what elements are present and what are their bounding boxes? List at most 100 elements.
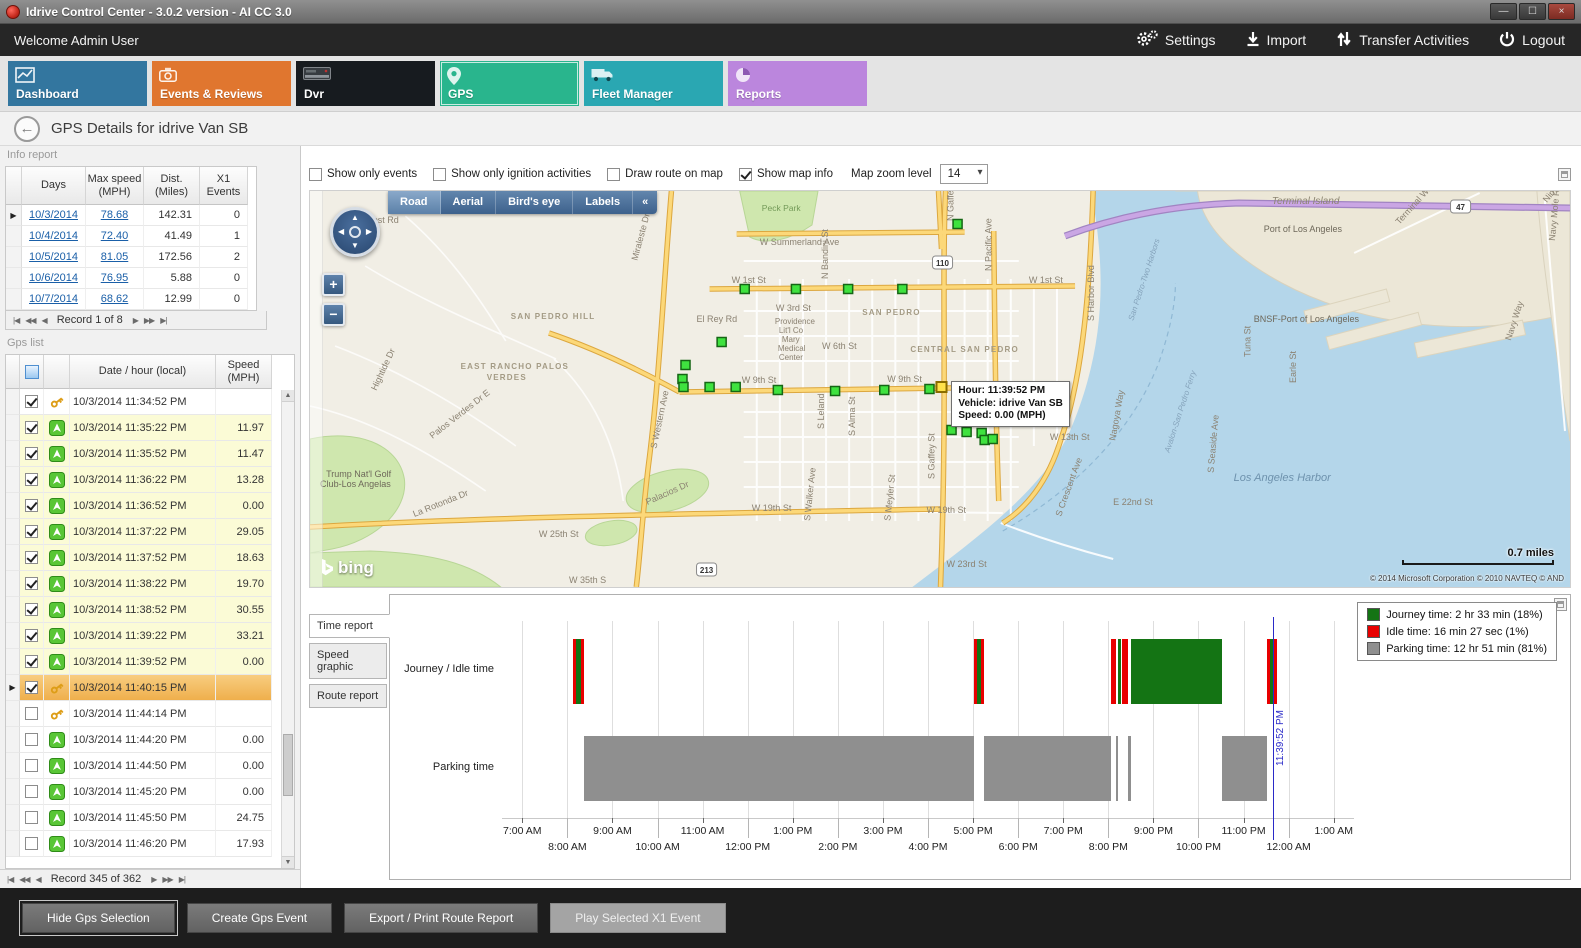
row-checkbox[interactable] — [25, 707, 38, 720]
pager-prev-group-icon[interactable]: ◀◀ — [25, 315, 36, 325]
row-checkbox[interactable] — [25, 837, 38, 850]
map-canvas[interactable]: Crest Rd Peck Park W Summerland Ave Mirales… — [309, 190, 1571, 588]
pager-next-group-icon[interactable]: ▶▶ — [162, 874, 173, 884]
gps-list-row[interactable]: 10/3/2014 11:39:52 PM 0.00 — [6, 649, 294, 675]
info-report-row[interactable]: 10/4/2014 72.40 41.49 1 — [6, 226, 256, 247]
info-report-row[interactable]: 10/7/2014 68.62 12.99 0 — [6, 289, 256, 310]
row-checkbox[interactable] — [25, 499, 38, 512]
gps-list-row[interactable]: 10/3/2014 11:38:22 PM 19.70 — [6, 571, 294, 597]
gps-list-row[interactable]: 10/3/2014 11:45:50 PM 24.75 — [6, 805, 294, 831]
max-speed-link[interactable]: 81.05 — [100, 251, 129, 263]
gps-marker[interactable] — [790, 283, 802, 295]
pager-prev-icon[interactable]: ◀ — [41, 315, 48, 325]
logout-button[interactable]: Logout — [1499, 31, 1565, 50]
day-link[interactable]: 10/5/2014 — [29, 251, 78, 263]
row-checkbox[interactable] — [25, 733, 38, 746]
gps-list-row[interactable]: 10/3/2014 11:44:14 PM — [6, 701, 294, 727]
map-bar-collapse-icon[interactable]: « — [642, 196, 649, 208]
gps-marker[interactable] — [704, 381, 715, 393]
expand-panel-icon[interactable] — [1558, 167, 1571, 181]
pager-first-icon[interactable]: |◀ — [7, 874, 14, 884]
gps-list-row[interactable]: 10/3/2014 11:45:20 PM 0.00 — [6, 779, 294, 805]
row-checkbox[interactable] — [25, 785, 38, 798]
hide-gps-selection-button[interactable]: Hide Gps Selection — [19, 900, 178, 936]
show-only-events-checkbox[interactable]: Show only events — [309, 167, 417, 181]
info-report-row[interactable]: 10/6/2014 76.95 5.88 0 — [6, 268, 256, 289]
export-print-route-report-button[interactable]: Export / Print Route Report — [344, 903, 539, 933]
draw-route-checkbox[interactable]: Draw route on map — [607, 167, 723, 181]
pager-prev-icon[interactable]: ◀ — [35, 874, 42, 884]
info-report-row[interactable]: 10/5/2014 81.05 172.56 2 — [6, 247, 256, 268]
tab-speed-graphic[interactable]: Speed graphic — [309, 643, 387, 679]
gps-marker[interactable] — [772, 384, 784, 396]
show-map-info-checkbox[interactable]: Show map info — [738, 167, 833, 181]
gps-marker[interactable] — [946, 424, 957, 436]
row-checkbox[interactable] — [25, 447, 38, 460]
gps-list-row[interactable]: 10/3/2014 11:44:50 PM 0.00 — [6, 753, 294, 779]
info-report-row[interactable]: ▶ 10/3/2014 78.68 142.31 0 — [6, 205, 256, 226]
gps-list-row[interactable]: 10/3/2014 11:39:22 PM 33.21 — [6, 623, 294, 649]
row-checkbox[interactable] — [25, 811, 38, 824]
day-link[interactable]: 10/6/2014 — [29, 272, 78, 284]
minimize-button[interactable]: — — [1490, 3, 1517, 20]
gps-list-row[interactable]: 10/3/2014 11:37:22 PM 29.05 — [6, 519, 294, 545]
gps-marker[interactable] — [680, 359, 691, 371]
import-button[interactable]: Import — [1246, 31, 1306, 50]
gps-marker[interactable] — [924, 383, 935, 395]
gps-list-row[interactable]: ▶ 10/3/2014 11:40:15 PM — [6, 675, 294, 701]
show-only-ignition-checkbox[interactable]: Show only ignition activities — [433, 167, 591, 181]
scrollbar-thumb[interactable] — [283, 734, 293, 797]
tab-reports[interactable]: Reports — [728, 61, 867, 106]
day-link[interactable]: 10/4/2014 — [29, 230, 78, 242]
gps-marker[interactable] — [897, 283, 908, 295]
tab-fleet-manager[interactable]: Fleet Manager — [584, 61, 723, 106]
tab-time-report[interactable]: Time report — [309, 614, 390, 638]
map-view-road[interactable]: Road — [388, 191, 441, 214]
close-button[interactable]: × — [1548, 3, 1575, 20]
create-gps-event-button[interactable]: Create Gps Event — [186, 903, 333, 933]
row-checkbox[interactable] — [25, 421, 38, 434]
gps-marker[interactable] — [952, 218, 963, 230]
row-checkbox[interactable] — [25, 759, 38, 772]
play-selected-x1-event-button[interactable]: Play Selected X1 Event — [550, 903, 726, 933]
map-zoom-out-button[interactable]: − — [322, 303, 345, 326]
selected-gps-marker[interactable] — [935, 381, 948, 393]
gps-list-row[interactable]: 10/3/2014 11:35:22 PM 11.97 — [6, 415, 294, 441]
pan-south-icon[interactable]: ▼ — [351, 241, 359, 250]
pager-prev-group-icon[interactable]: ◀◀ — [19, 874, 30, 884]
gps-list-row[interactable]: 10/3/2014 11:37:52 PM 18.63 — [6, 545, 294, 571]
pan-north-icon[interactable]: ▲ — [351, 213, 359, 222]
pan-east-icon[interactable]: ▶ — [365, 227, 372, 236]
gps-marker[interactable] — [842, 283, 854, 295]
gps-list-row[interactable]: 10/3/2014 11:34:52 PM — [6, 389, 294, 415]
row-checkbox[interactable] — [25, 577, 38, 590]
gps-marker[interactable] — [829, 385, 841, 397]
gps-list-row[interactable]: 10/3/2014 11:36:52 PM 0.00 — [6, 493, 294, 519]
map-view-birdseye[interactable]: Bird's eye — [496, 191, 574, 214]
tab-dashboard[interactable]: Dashboard — [8, 61, 147, 106]
gps-list-row[interactable]: 10/3/2014 11:38:52 PM 30.55 — [6, 597, 294, 623]
row-checkbox[interactable] — [25, 525, 38, 538]
max-speed-link[interactable]: 72.40 — [100, 230, 129, 242]
day-link[interactable]: 10/7/2014 — [29, 293, 78, 305]
map-view-labels[interactable]: Labels — [573, 191, 634, 214]
pager-next-group-icon[interactable]: ▶▶ — [143, 315, 155, 325]
pager-first-icon[interactable]: |◀ — [13, 315, 20, 325]
gps-marker[interactable] — [961, 426, 972, 438]
gps-marker[interactable] — [730, 381, 741, 393]
max-speed-link[interactable]: 78.68 — [100, 209, 129, 221]
tab-route-report[interactable]: Route report — [309, 684, 387, 708]
row-checkbox[interactable] — [25, 395, 38, 408]
gps-marker[interactable] — [739, 283, 750, 295]
gps-list-row[interactable]: 10/3/2014 11:44:20 PM 0.00 — [6, 727, 294, 753]
pager-last-icon[interactable]: ▶| — [160, 315, 167, 325]
select-all-icon[interactable] — [24, 364, 39, 379]
max-speed-link[interactable]: 76.95 — [100, 272, 129, 284]
gps-list-scrollbar[interactable]: ▲ ▼ — [281, 390, 294, 868]
max-speed-link[interactable]: 68.62 — [100, 293, 129, 305]
row-checkbox[interactable] — [25, 603, 38, 616]
map-compass-control[interactable]: ▲ ▼ ◀ ▶ — [330, 207, 380, 257]
scroll-down-icon[interactable]: ▼ — [282, 856, 294, 868]
tab-events-reviews[interactable]: Events & Reviews — [152, 61, 291, 106]
transfer-activities-button[interactable]: Transfer Activities — [1336, 31, 1469, 50]
